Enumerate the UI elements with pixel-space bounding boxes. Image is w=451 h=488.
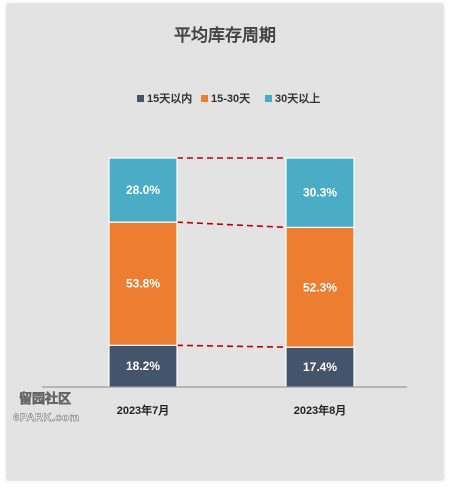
connector-line-1 [176,221,287,229]
legend-swatch-0 [137,95,144,102]
legend: 15天以内 15-30天 30天以上 [137,91,320,105]
data-label-1-1: 52.3% [303,280,337,294]
data-label-0-2: 28.0% [126,183,160,197]
bar-segment-1-2 [285,157,355,228]
bar-segment-0-2 [108,157,178,223]
stacked-bar-chart: 平均库存周期 15天以内 15-30天 30天以上 18.2%53.8%28.0%1… [13,25,407,425]
connector-line-0 [176,344,287,348]
legend-swatch-2 [265,95,272,102]
category-labels: 2023年7月 2023年8月 [117,403,347,417]
bars: 18.2% 53.8% 28.0% 17.4% 52.3% 30.3% [108,157,355,388]
legend-label-2: 30天以上 [275,91,320,105]
data-label-1-0: 17.4% [303,360,337,374]
legend-swatch-1 [201,95,208,102]
chart-panel: 平均库存周期 15天以内 15-30天 30天以上 18.2% 53.8% 28.0% 1… [7,4,443,480]
data-label-0-1: 53.8% [126,277,160,291]
watermark-text: 留园社区 [19,391,71,406]
watermark: 留园社区 6PARK.com [13,391,80,425]
legend-label-0: 15天以内 [147,91,192,105]
category-label-1: 2023年8月 [294,403,347,417]
data-label-0-0: 18.2% [126,359,160,373]
connector-lines [176,157,287,348]
chart-title: 平均库存周期 [174,25,276,45]
bar-segment-0-1 [108,221,178,346]
category-label-0: 2023年7月 [117,403,170,417]
data-label-1-2: 30.3% [303,186,337,200]
watermark-subtext: 6PARK.com [13,412,80,424]
legend-label-1: 15-30天 [211,92,251,105]
